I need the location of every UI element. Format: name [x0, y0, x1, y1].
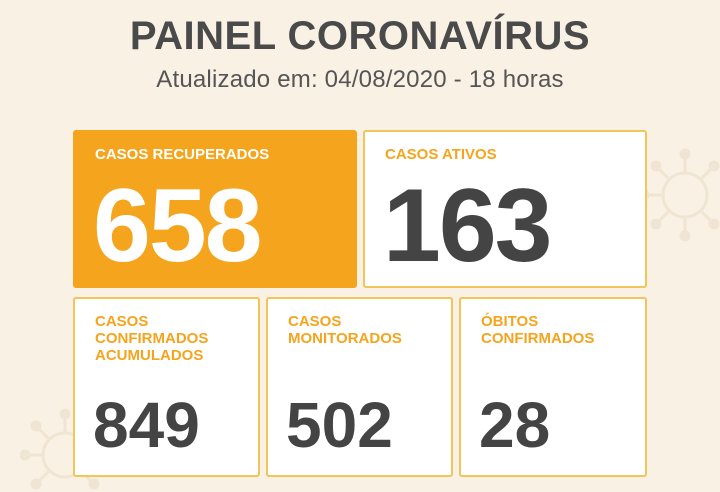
recovered-cases-card: CASOS RECUPERADOS 658: [73, 130, 357, 288]
confirmed-cases-card: CASOS CONFIRMADOS ACUMULADOS 849: [73, 297, 260, 477]
active-cases-label: CASOS ATIVOS: [385, 146, 497, 163]
label-line: CASOS: [95, 313, 149, 330]
confirmed-deaths-value: 28: [479, 389, 551, 461]
label-line: ACUMULADOS: [95, 347, 204, 364]
confirmed-cases-value: 849: [93, 389, 200, 461]
monitored-cases-value: 502: [286, 389, 393, 461]
label-line: ÓBITOS: [481, 313, 539, 330]
label-line: CONFIRMADOS: [481, 330, 595, 347]
page-title: PAINEL CORONAVÍRUS: [129, 14, 591, 58]
monitored-cases-label: CASOS MONITORADOS: [288, 313, 402, 347]
recovered-cases-label: CASOS RECUPERADOS: [95, 146, 270, 163]
label-line: CONFIRMADOS: [95, 330, 209, 347]
confirmed-cases-label: CASOS CONFIRMADOS ACUMULADOS: [95, 313, 208, 364]
active-cases-value: 163: [383, 168, 553, 284]
confirmed-deaths-label: ÓBITOS CONFIRMADOS: [481, 313, 594, 347]
label-line: MONITORADOS: [288, 330, 402, 347]
update-timestamp: Atualizado em: 04/08/2020 - 18 horas: [156, 66, 564, 93]
label-line: CASOS: [288, 313, 342, 330]
confirmed-deaths-card: ÓBITOS CONFIRMADOS 28: [459, 297, 647, 477]
active-cases-card: CASOS ATIVOS 163: [363, 130, 647, 288]
recovered-cases-value: 658: [93, 168, 263, 284]
monitored-cases-card: CASOS MONITORADOS 502: [266, 297, 453, 477]
